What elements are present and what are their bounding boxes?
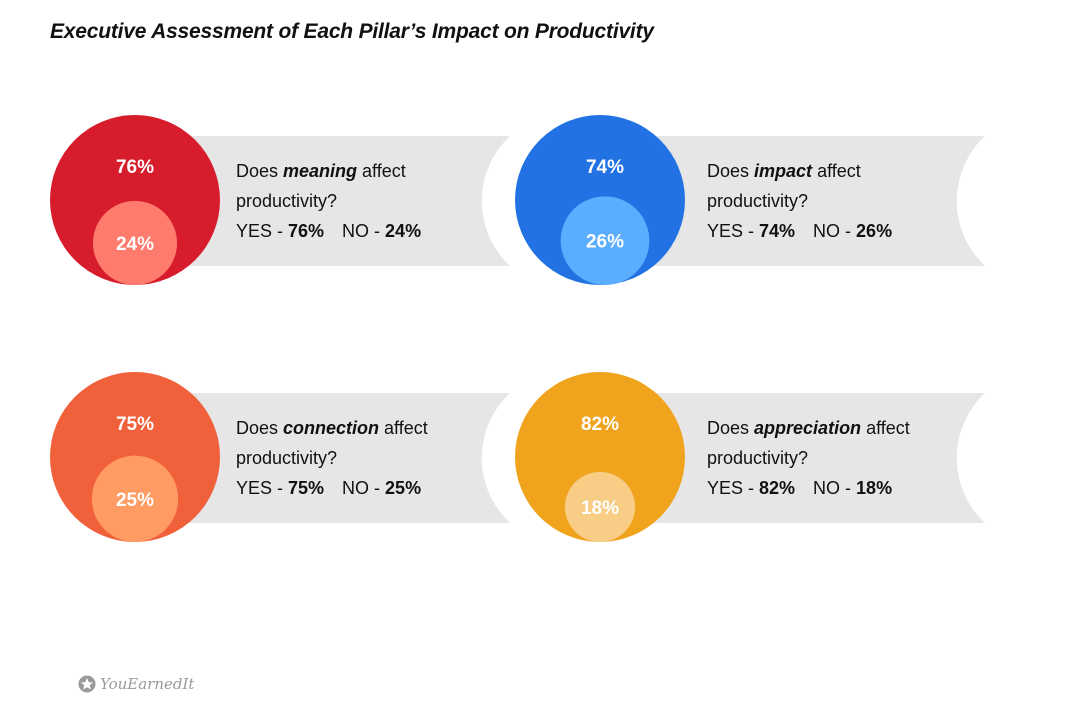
no-caption: NO - <box>813 221 857 241</box>
pillar-keyword: appreciation <box>754 418 862 438</box>
question-line2: productivity? <box>236 191 338 211</box>
question-line2: productivity? <box>707 448 809 468</box>
no-circle-meaning <box>92 200 178 285</box>
logo: YouEarnedIt <box>78 675 194 693</box>
pillar-keyword: connection <box>283 418 380 438</box>
yes-value: 76% <box>288 221 325 241</box>
no-label: 26% <box>586 232 624 253</box>
yes-value: 75% <box>288 478 325 498</box>
question-post: affect <box>357 161 406 181</box>
question-pre: Does <box>707 418 755 438</box>
question-pre: Does <box>236 418 284 438</box>
band-connection <box>175 393 510 523</box>
question-post: affect <box>812 161 861 181</box>
no-circle-impact <box>560 196 650 285</box>
yes-value: 82% <box>759 478 796 498</box>
yes-label: 76% <box>116 157 154 178</box>
no-value: 18% <box>856 478 893 498</box>
yes-caption: YES - <box>236 478 289 498</box>
no-label: 25% <box>116 490 154 511</box>
band-impact <box>640 136 985 266</box>
question-line2: productivity? <box>707 191 809 211</box>
logo-text: YouEarnedIt <box>100 675 195 693</box>
yes-circle-meaning <box>50 115 220 285</box>
yes-caption: YES - <box>707 221 760 241</box>
no-caption: NO - <box>342 478 386 498</box>
pillar-keyword: meaning <box>283 161 358 181</box>
no-value: 25% <box>385 478 422 498</box>
band-meaning <box>175 136 510 266</box>
no-label: 24% <box>116 234 154 255</box>
question-appreciation: Does appreciation affect productivity? Y… <box>707 413 910 503</box>
no-label: 18% <box>581 498 619 519</box>
question-pre: Does <box>707 161 755 181</box>
yes-label: 82% <box>581 414 619 435</box>
no-caption: NO - <box>342 221 386 241</box>
question-line2: productivity? <box>236 448 338 468</box>
yes-label: 75% <box>116 414 154 435</box>
question-meaning: Does meaning affect productivity? YES - … <box>236 156 421 246</box>
star-badge-icon <box>78 675 96 693</box>
yes-caption: YES - <box>707 478 760 498</box>
question-post: affect <box>379 418 428 438</box>
no-circle-appreciation <box>564 471 636 542</box>
no-circle-connection <box>91 455 179 542</box>
band-appreciation <box>640 393 985 523</box>
question-connection: Does connection affect productivity? YES… <box>236 413 428 503</box>
chart-title: Executive Assessment of Each Pillar’s Im… <box>50 20 654 43</box>
no-value: 26% <box>856 221 893 241</box>
yes-label: 74% <box>586 157 624 178</box>
no-value: 24% <box>385 221 422 241</box>
question-pre: Does <box>236 161 284 181</box>
question-impact: Does impact affect productivity? YES - 7… <box>707 156 892 246</box>
pillar-keyword: impact <box>754 161 813 181</box>
yes-caption: YES - <box>236 221 289 241</box>
no-caption: NO - <box>813 478 857 498</box>
yes-circle-appreciation <box>515 372 685 542</box>
yes-value: 74% <box>759 221 796 241</box>
question-post: affect <box>861 418 910 438</box>
